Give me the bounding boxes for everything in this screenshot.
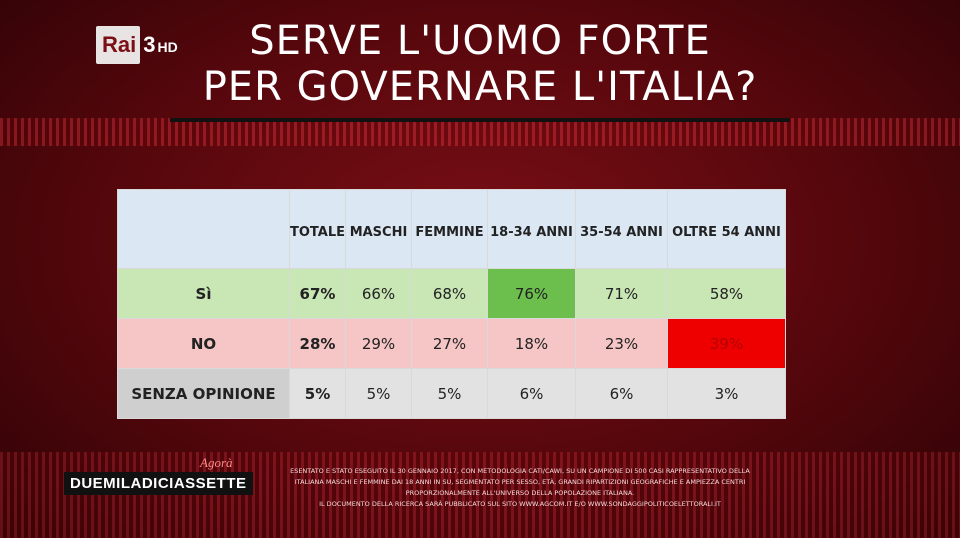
column-header: 35-54 ANNI bbox=[575, 189, 668, 269]
logo-channel: 3 bbox=[143, 32, 156, 57]
row-label: SENZA OPINIONE bbox=[117, 368, 290, 419]
row-label: Sì bbox=[117, 268, 290, 319]
table-cell: 27% bbox=[411, 318, 488, 369]
note-line: IL DOCUMENTO DELLA RICERCA SARÀ PUBBLICA… bbox=[319, 500, 721, 508]
table-cell: 71% bbox=[575, 268, 668, 319]
note-line: ESENTATO E STATO ESEGUITO IL 30 GENNAIO … bbox=[290, 467, 750, 475]
table-cell: 58% bbox=[667, 268, 786, 319]
program-banner: DUEMILADICIASSETTE bbox=[64, 472, 253, 495]
table-cell: 5% bbox=[411, 368, 488, 419]
column-header: FEMMINE bbox=[411, 189, 488, 269]
title-line-1: SERVE L'UOMO FORTE bbox=[249, 18, 711, 64]
poll-table: TOTALE MASCHI FEMMINE 18-34 ANNI 35-54 A… bbox=[117, 189, 786, 419]
table-row-senza-opinione: SENZA OPINIONE 5% 5% 5% 6% 6% 3% bbox=[117, 368, 786, 419]
table-cell: 67% bbox=[289, 268, 346, 319]
table-cell: 28% bbox=[289, 318, 346, 369]
agora-logo-text: Agorà bbox=[200, 455, 233, 470]
table-cell-highlight: 76% bbox=[487, 268, 576, 319]
title-underline bbox=[170, 118, 790, 122]
column-header: 18-34 ANNI bbox=[487, 189, 576, 269]
logo-brand: Rai bbox=[96, 26, 141, 64]
row-label: NO bbox=[117, 318, 290, 369]
table-cell: 6% bbox=[575, 368, 668, 419]
note-line: PROPORZIONALMENTE ALL'UNIVERSO DELLA POP… bbox=[405, 489, 635, 497]
top-stripe-band bbox=[0, 118, 960, 146]
table-cell: 6% bbox=[487, 368, 576, 419]
note-line: ITALIANA MASCHI E FEMMINE DAI 18 ANNI IN… bbox=[294, 478, 746, 486]
chart-title: SERVE L'UOMO FORTE PER GOVERNARE L'ITALI… bbox=[200, 18, 760, 110]
table-cell: 68% bbox=[411, 268, 488, 319]
table-cell: 23% bbox=[575, 318, 668, 369]
column-header: OLTRE 54 ANNI bbox=[667, 189, 786, 269]
title-line-2: PER GOVERNARE L'ITALIA? bbox=[202, 64, 758, 110]
header-corner bbox=[117, 189, 290, 269]
column-header: TOTALE bbox=[289, 189, 346, 269]
methodology-note: ESENTATO E STATO ESEGUITO IL 30 GENNAIO … bbox=[240, 466, 800, 510]
table-cell: 29% bbox=[345, 318, 412, 369]
logo-hd: HD bbox=[157, 39, 178, 55]
table-cell-highlight: 39% bbox=[667, 318, 786, 369]
table-row-no: NO 28% 29% 27% 18% 23% 39% bbox=[117, 318, 786, 369]
channel-logo: Rai 3 HD bbox=[96, 26, 178, 64]
table-cell: 66% bbox=[345, 268, 412, 319]
table-row-si: Sì 67% 66% 68% 76% 71% 58% bbox=[117, 268, 786, 319]
bottom-stripe-band bbox=[0, 452, 960, 538]
table-cell: 3% bbox=[667, 368, 786, 419]
table-cell: 5% bbox=[289, 368, 346, 419]
column-header: MASCHI bbox=[345, 189, 412, 269]
table-cell: 5% bbox=[345, 368, 412, 419]
table-cell: 18% bbox=[487, 318, 576, 369]
header-row: TOTALE MASCHI FEMMINE 18-34 ANNI 35-54 A… bbox=[117, 189, 786, 269]
